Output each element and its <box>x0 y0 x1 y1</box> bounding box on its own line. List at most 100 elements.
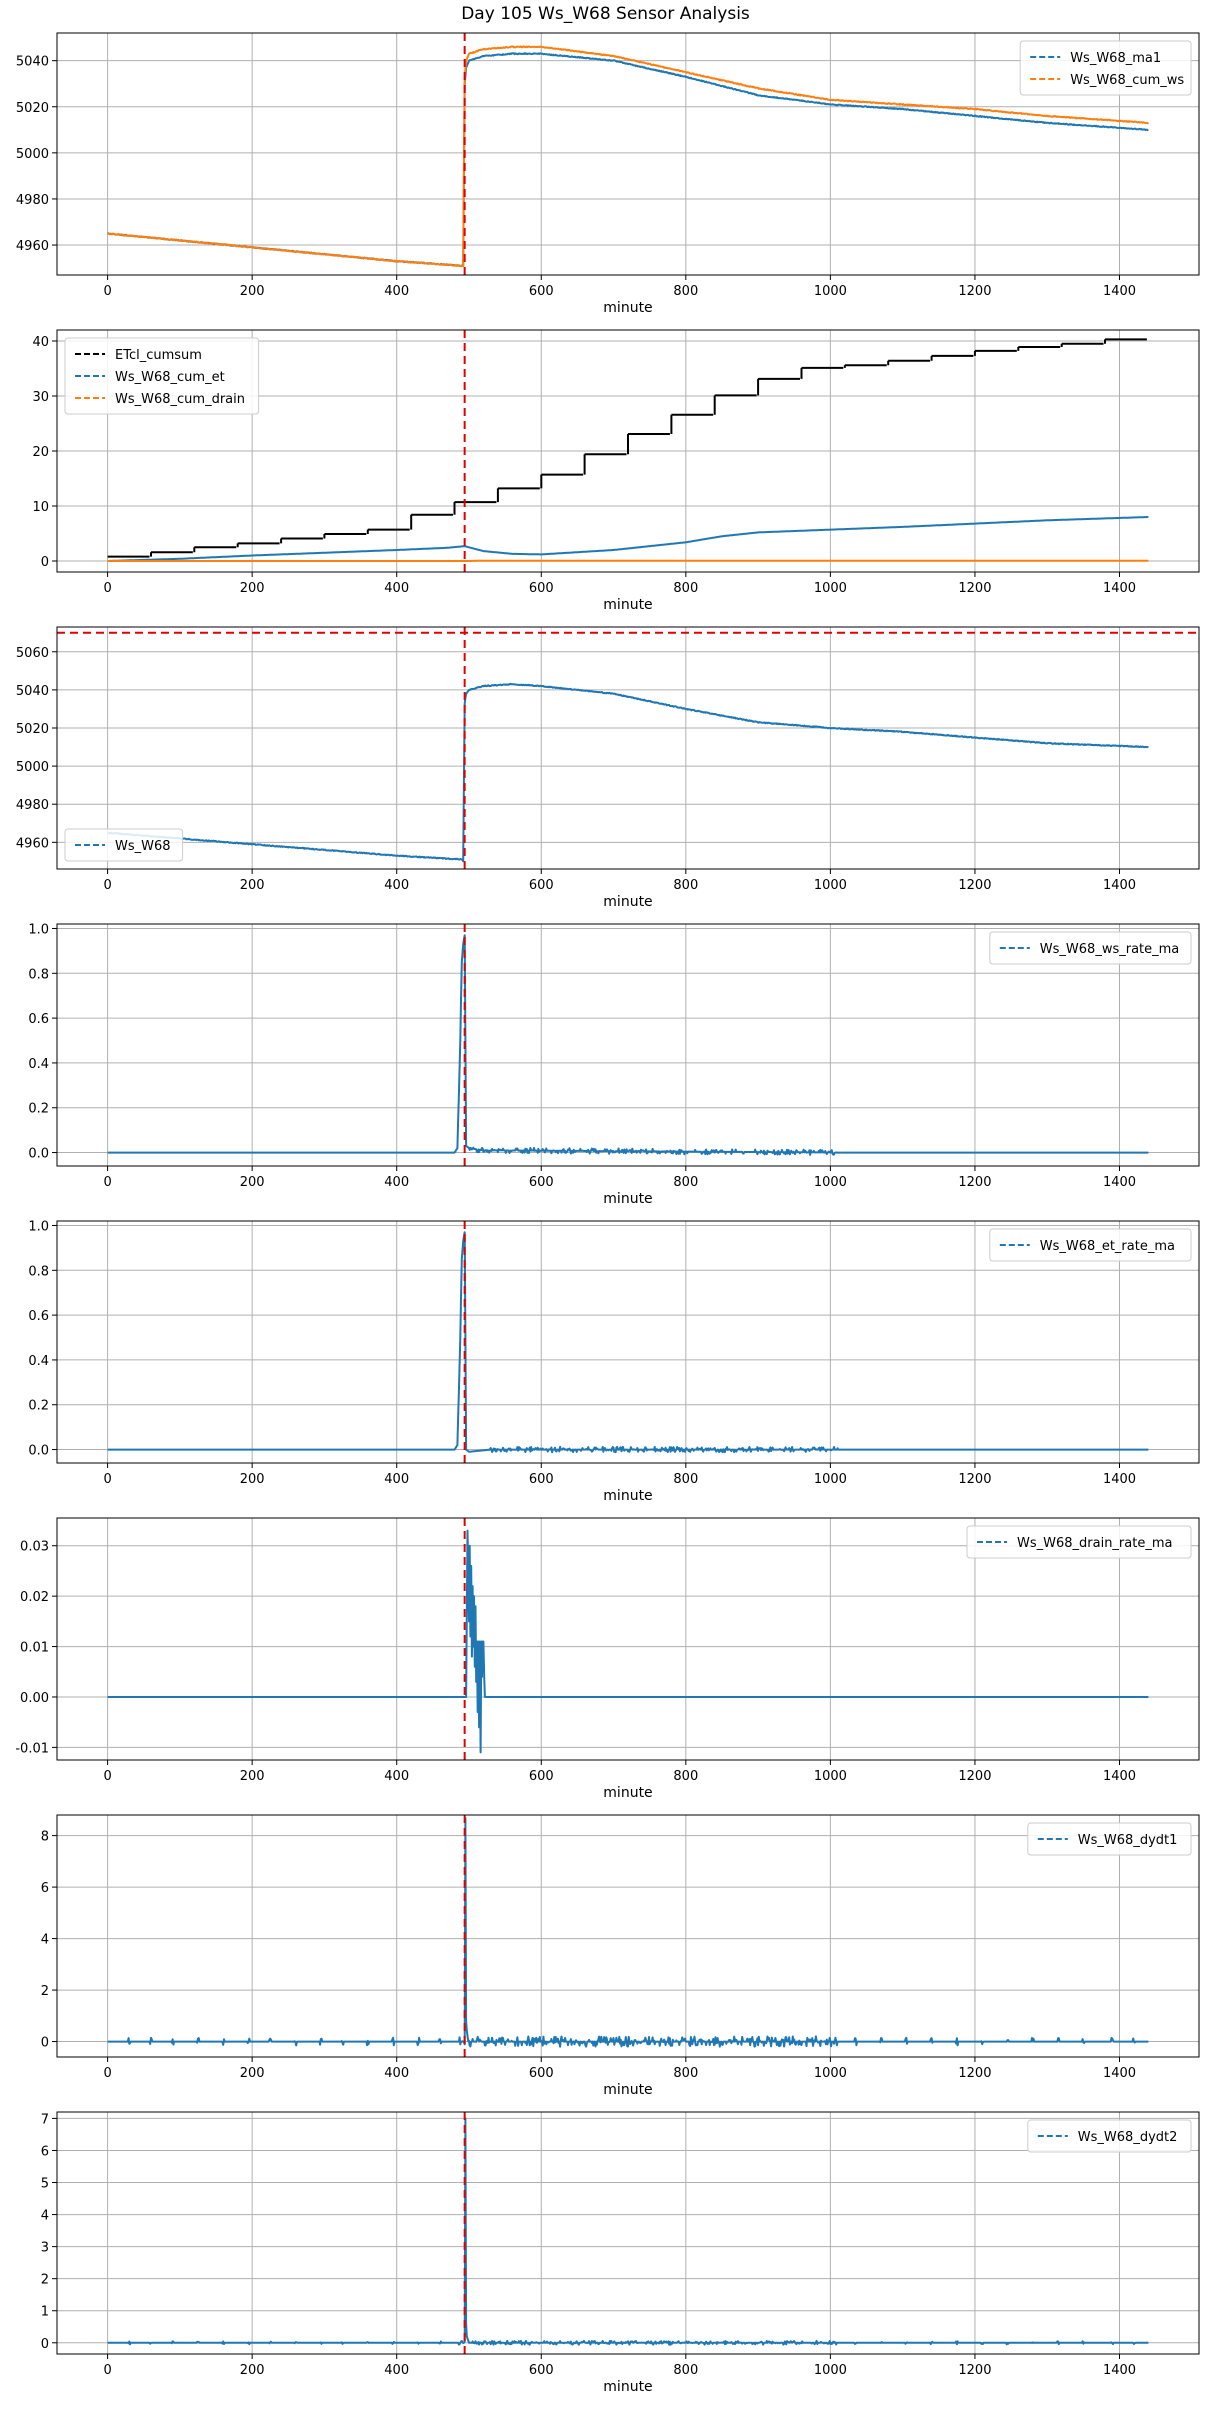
data-layer <box>107 45 1149 268</box>
x-tick-label: 400 <box>384 581 409 596</box>
legend: Ws_W68_dydt2 <box>1027 2119 1192 2153</box>
y-tick-label: 0.6 <box>28 1012 49 1027</box>
x-tick-label: 1400 <box>1103 2066 1136 2081</box>
data-layer <box>107 1817 1149 2048</box>
x-tick-label: 1400 <box>1103 581 1136 596</box>
y-tick-label: 0.4 <box>28 1057 49 1072</box>
figure-title: Day 105 Ws_W68 Sensor Analysis <box>461 4 750 24</box>
chart-panel-3: 0 200 400 600 800 1000 1200 1400 4960 4980 5000 502… <box>16 626 1200 910</box>
x-tick-label: 0 <box>103 1472 111 1487</box>
x-tick-label: 1000 <box>814 1175 847 1190</box>
series-line-Ws_W68_dydt2 <box>107 2117 1149 2346</box>
y-tick-label: 4980 <box>16 193 49 208</box>
x-tick-label: 400 <box>384 1769 409 1784</box>
y-tick-label: 0.6 <box>28 1309 49 1324</box>
x-tick-label: 1200 <box>958 1472 991 1487</box>
y-tick-label: 0.0 <box>28 1147 49 1162</box>
chart-panel-6: 0 200 400 600 800 1000 1200 1400 -0.01 0.00 0.01 0.… <box>15 1517 1200 1801</box>
x-tick-label: 1200 <box>958 1175 991 1190</box>
legend-box <box>989 1228 1192 1262</box>
x-tick-label: 0 <box>103 2066 111 2081</box>
data-layer <box>107 1231 1149 1454</box>
series-line-Ws_W68_et_rate_ma <box>107 1231 1149 1454</box>
y-tick-label: 0 <box>41 2036 49 2051</box>
legend-label-Ws_W68_drain_rate_ma: Ws_W68_drain_rate_ma <box>1017 1536 1172 1551</box>
x-tick-label: 600 <box>529 2066 554 2081</box>
x-tick-label: 0 <box>103 1175 111 1190</box>
data-layer <box>107 1529 1149 1754</box>
x-tick-label: 800 <box>673 2066 698 2081</box>
y-tick-label: 3 <box>41 2241 49 2256</box>
x-tick-label: 200 <box>240 2363 265 2378</box>
x-tick-label: 800 <box>673 2363 698 2378</box>
y-tick-label: 0.00 <box>20 1691 49 1706</box>
series-line-Ws_W68_cum_et <box>107 516 1149 562</box>
x-tick-label: 0 <box>103 2363 111 2378</box>
x-tick-label: 200 <box>240 284 265 299</box>
x-tick-label: 1000 <box>814 878 847 893</box>
x-tick-label: 0 <box>103 284 111 299</box>
y-tick-label: 5060 <box>16 646 49 661</box>
x-tick-label: 200 <box>240 1175 265 1190</box>
x-tick-label: 200 <box>240 1472 265 1487</box>
y-tick-label: 1.0 <box>28 922 49 937</box>
legend: ETcl_cumsum Ws_W68_cum_et Ws_W68_cum_drain <box>64 337 260 415</box>
y-tick-label: 0.02 <box>20 1590 49 1605</box>
axes-frame <box>56 1814 1200 2058</box>
axes-frame <box>56 626 1200 870</box>
x-tick-label: 800 <box>673 878 698 893</box>
series-line-Ws_W68_dydt1 <box>107 1817 1149 2048</box>
y-tick-label: 0.2 <box>28 1399 49 1414</box>
legend-box <box>989 931 1192 965</box>
legend-label-Ws_W68_ws_rate_ma: Ws_W68_ws_rate_ma <box>1040 942 1179 957</box>
x-tick-label: 400 <box>384 284 409 299</box>
x-tick-label: 1400 <box>1103 1472 1136 1487</box>
legend: Ws_W68_ma1 Ws_W68_cum_ws <box>1019 40 1192 96</box>
y-tick-label: 8 <box>41 1830 49 1845</box>
y-tick-label: 6 <box>41 2144 49 2159</box>
axes-frame <box>56 2111 1200 2355</box>
legend-label-Ws_W68: Ws_W68 <box>115 839 171 854</box>
legend-label-Ws_W68_et_rate_ma: Ws_W68_et_rate_ma <box>1040 1239 1175 1254</box>
x-axis-label: minute <box>603 1785 652 1801</box>
x-tick-label: 1200 <box>958 2363 991 2378</box>
x-tick-label: 200 <box>240 1769 265 1784</box>
y-tick-label: 4980 <box>16 798 49 813</box>
x-tick-label: 1000 <box>814 1472 847 1487</box>
x-axis-label: minute <box>603 1488 652 1504</box>
series-line-Ws_W68_drain_rate_ma <box>107 1529 1149 1754</box>
x-tick-label: 1000 <box>814 2363 847 2378</box>
y-tick-label: 5020 <box>16 101 49 116</box>
y-tick-label: -0.01 <box>15 1741 49 1756</box>
y-tick-label: 0.0 <box>28 1444 49 1459</box>
y-tick-label: 5 <box>41 2177 49 2192</box>
axes-frame <box>56 1220 1200 1464</box>
y-tick-label: 30 <box>32 390 49 405</box>
data-layer <box>107 2117 1149 2346</box>
y-tick-label: 4960 <box>16 239 49 254</box>
y-tick-label: 0 <box>41 555 49 570</box>
chart-panel-2: 0 200 400 600 800 1000 1200 1400 0 10 20 30 40 minute… <box>32 329 1200 613</box>
chart-panel-7: 0 200 400 600 800 1000 1200 1400 0 2 4 6 8 minute Ws_W… <box>41 1814 1200 2098</box>
legend-label-Ws_W68_ma1: Ws_W68_ma1 <box>1070 51 1161 66</box>
data-layer <box>107 338 1149 562</box>
x-axis-label: minute <box>603 597 652 613</box>
legend-box <box>1027 1822 1192 1856</box>
chart-panel-8: 0 200 400 600 800 1000 1200 1400 0 1 2 3 4 5 6 7 minute W… <box>41 2111 1200 2395</box>
x-tick-label: 0 <box>103 1769 111 1784</box>
legend: Ws_W68 <box>64 828 184 862</box>
chart-panel-1: 0 200 400 600 800 1000 1200 1400 4960 4980 5000 502… <box>16 32 1200 316</box>
axes-frame <box>56 1517 1200 1761</box>
legend: Ws_W68_ws_rate_ma <box>989 931 1192 965</box>
y-tick-label: 5040 <box>16 55 49 70</box>
x-tick-label: 1400 <box>1103 2363 1136 2378</box>
x-tick-label: 1000 <box>814 2066 847 2081</box>
x-tick-label: 200 <box>240 581 265 596</box>
series-line-ETcl_cumsum <box>107 338 1147 558</box>
legend: Ws_W68_dydt1 <box>1027 1822 1192 1856</box>
x-axis-label: minute <box>603 1191 652 1207</box>
chart-panel-5: 0 200 400 600 800 1000 1200 1400 0.0 0.2 0.4 0.6 0.8… <box>28 1219 1200 1504</box>
data-layer <box>107 682 1149 863</box>
y-tick-label: 1.0 <box>28 1219 49 1234</box>
